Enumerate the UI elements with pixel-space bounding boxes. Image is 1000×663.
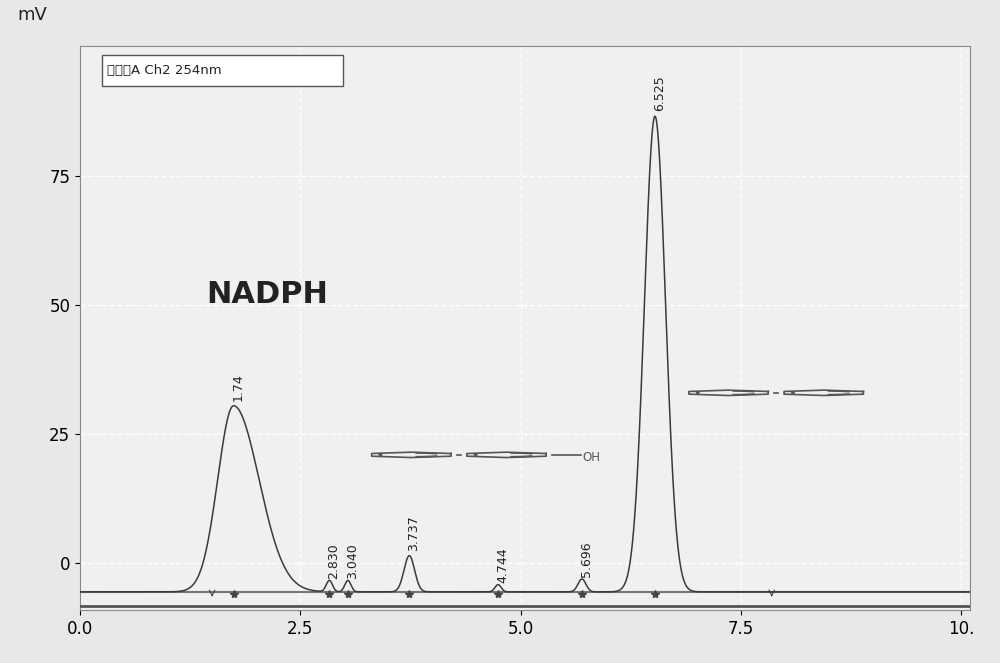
Text: 3.737: 3.737	[407, 514, 420, 550]
Text: 3.040: 3.040	[346, 543, 359, 579]
Text: 6.525: 6.525	[653, 76, 666, 111]
Text: 2.830: 2.830	[327, 543, 340, 579]
FancyBboxPatch shape	[102, 55, 343, 86]
Text: 4.744: 4.744	[496, 548, 509, 583]
Text: 1.74: 1.74	[231, 373, 244, 400]
Text: NADPH: NADPH	[206, 280, 328, 309]
Text: OH: OH	[582, 451, 600, 464]
Text: 検測器A Ch2 254nm: 検測器A Ch2 254nm	[107, 64, 221, 77]
Text: 5.696: 5.696	[580, 542, 593, 577]
Text: mV: mV	[18, 6, 48, 24]
